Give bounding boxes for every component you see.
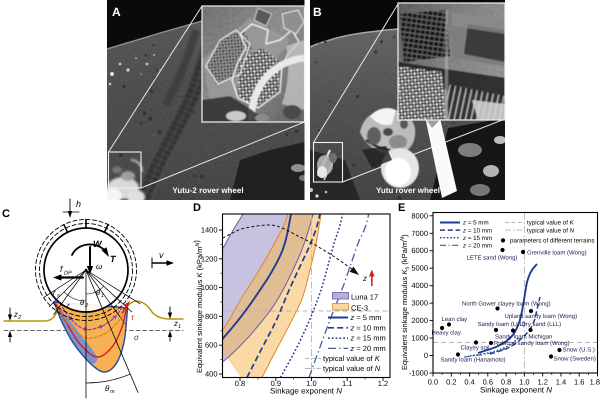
svg-text:2: 2 [84,303,88,309]
svg-text:W: W [93,239,103,249]
svg-text:B: B [313,5,322,19]
svg-text:0.0: 0.0 [428,378,438,387]
svg-text:0.2: 0.2 [446,378,456,387]
svg-text:typical value of K: typical value of K [323,354,381,363]
svg-text:ω: ω [96,262,102,271]
svg-text:-1000: -1000 [409,369,428,378]
svg-text:0.4: 0.4 [464,378,474,387]
svg-text:DP: DP [64,271,72,277]
svg-text:z = 5 mm: z = 5 mm [350,313,382,322]
svg-text:1.6: 1.6 [574,378,584,387]
svg-text:Luna 17: Luna 17 [351,293,378,302]
svg-text:1.0: 1.0 [519,378,529,387]
svg-text:2000: 2000 [411,316,428,325]
svg-text:Yutu-2 rover wheel: Yutu-2 rover wheel [172,186,243,195]
svg-text:z = 20 mm: z = 20 mm [462,243,492,250]
svg-text:North Gower clayey loam (Wong): North Gower clayey loam (Wong) [462,301,551,308]
svg-text:Sandy loam (LLL): Sandy loam (LLL) [478,321,525,328]
svg-text:0.9: 0.9 [271,379,281,388]
svg-text:Rubicon sandy loam (Wong): Rubicon sandy loam (Wong) [494,340,570,347]
svg-text:0.8: 0.8 [235,379,245,388]
svg-text:1: 1 [101,293,104,299]
svg-text:3000: 3000 [411,299,428,308]
svg-text:Yutu rover wheel: Yutu rover wheel [376,186,440,195]
svg-text:z = 15 mm: z = 15 mm [350,334,386,343]
svg-text:m: m [110,389,115,395]
svg-text:Heavy clay: Heavy clay [432,330,461,337]
svg-text:6000: 6000 [411,246,428,255]
svg-text:1.4: 1.4 [556,378,566,387]
svg-text:D: D [193,202,201,214]
svg-text:600: 600 [205,341,218,350]
svg-text:C: C [2,208,10,220]
svg-text:Equivalent sinkage modulus K (: Equivalent sinkage modulus K (kPa/mN) [192,240,204,373]
svg-text:z = 15 mm: z = 15 mm [462,235,492,242]
svg-text:1: 1 [178,324,181,330]
svg-text:z = 20 mm: z = 20 mm [350,344,386,353]
svg-text:Snow (Sweden): Snow (Sweden) [554,356,596,363]
svg-text:r: r [53,288,56,297]
svg-text:1.2: 1.2 [378,379,388,388]
svg-text:v: v [159,250,164,260]
svg-text:1000: 1000 [411,334,428,343]
svg-text:z = 10 mm: z = 10 mm [350,323,386,332]
svg-text:A: A [112,5,121,19]
svg-text:z: z [173,319,178,328]
svg-text:4000: 4000 [411,281,428,290]
svg-text:z = 5 mm: z = 5 mm [462,220,489,227]
svg-text:LETE sand (Wong): LETE sand (Wong) [467,255,518,262]
svg-text:7000: 7000 [411,229,428,238]
svg-text:Sinkage exponent N: Sinkage exponent N [270,387,342,396]
svg-text:θ: θ [96,288,100,297]
svg-text:1.0: 1.0 [306,379,316,388]
svg-text:θ: θ [80,298,84,307]
svg-text:z = 10 mm: z = 10 mm [462,227,492,234]
svg-text:θ: θ [105,384,110,393]
svg-text:400: 400 [205,370,218,379]
svg-text:1.8: 1.8 [590,378,600,387]
svg-text:CE-3: CE-3 [351,304,368,313]
svg-text:800: 800 [205,312,218,321]
svg-text:z: z [362,274,367,283]
svg-text:Sandy loam Michigan: Sandy loam Michigan [495,334,552,341]
svg-text:Clayey soil: Clayey soil [461,345,490,352]
svg-text:E: E [398,202,405,214]
svg-text:8000: 8000 [411,211,428,220]
svg-text:f: f [60,264,64,274]
svg-text:h: h [76,199,81,209]
svg-text:2: 2 [17,315,21,321]
svg-text:1200: 1200 [201,254,218,263]
svg-text:Snow (U.S.): Snow (U.S.) [563,347,595,354]
svg-text:r: r [67,301,70,310]
svg-text:Dry sand (LLL): Dry sand (LLL) [522,321,562,328]
svg-text:σ: σ [134,333,140,342]
svg-text:τ: τ [131,313,135,322]
svg-text:5000: 5000 [411,264,428,273]
svg-text:1.2: 1.2 [537,378,547,387]
svg-text:0.6: 0.6 [483,378,493,387]
svg-text:Equivalent sinkage modulus Ks: Equivalent sinkage modulus Ks (kPa/mN) [400,234,411,370]
svg-text:1000: 1000 [201,283,218,292]
svg-text:1400: 1400 [201,226,218,235]
svg-text:T: T [110,254,117,264]
svg-text:0.8: 0.8 [501,378,511,387]
svg-text:Sandy loam (Hanamoto): Sandy loam (Hanamoto) [441,357,506,364]
svg-text:Grenville loam (Wong): Grenville loam (Wong) [527,250,587,257]
svg-text:0: 0 [424,351,428,360]
svg-text:typical value of N: typical value of N [527,227,575,234]
svg-text:typical value of K: typical value of K [527,220,575,227]
svg-text:Lean clay: Lean clay [442,316,468,323]
svg-text:s: s [57,293,60,299]
svg-text:1.1: 1.1 [342,379,352,388]
svg-text:z: z [13,310,18,319]
svg-text:Sinkage exponent N: Sinkage exponent N [480,386,552,395]
svg-text:typical value of N: typical value of N [323,364,381,373]
svg-text:parameters of different terrai: parameters of different terrains [510,238,595,245]
svg-text:Upland sandy loam (Wong): Upland sandy loam (Wong) [505,313,578,320]
